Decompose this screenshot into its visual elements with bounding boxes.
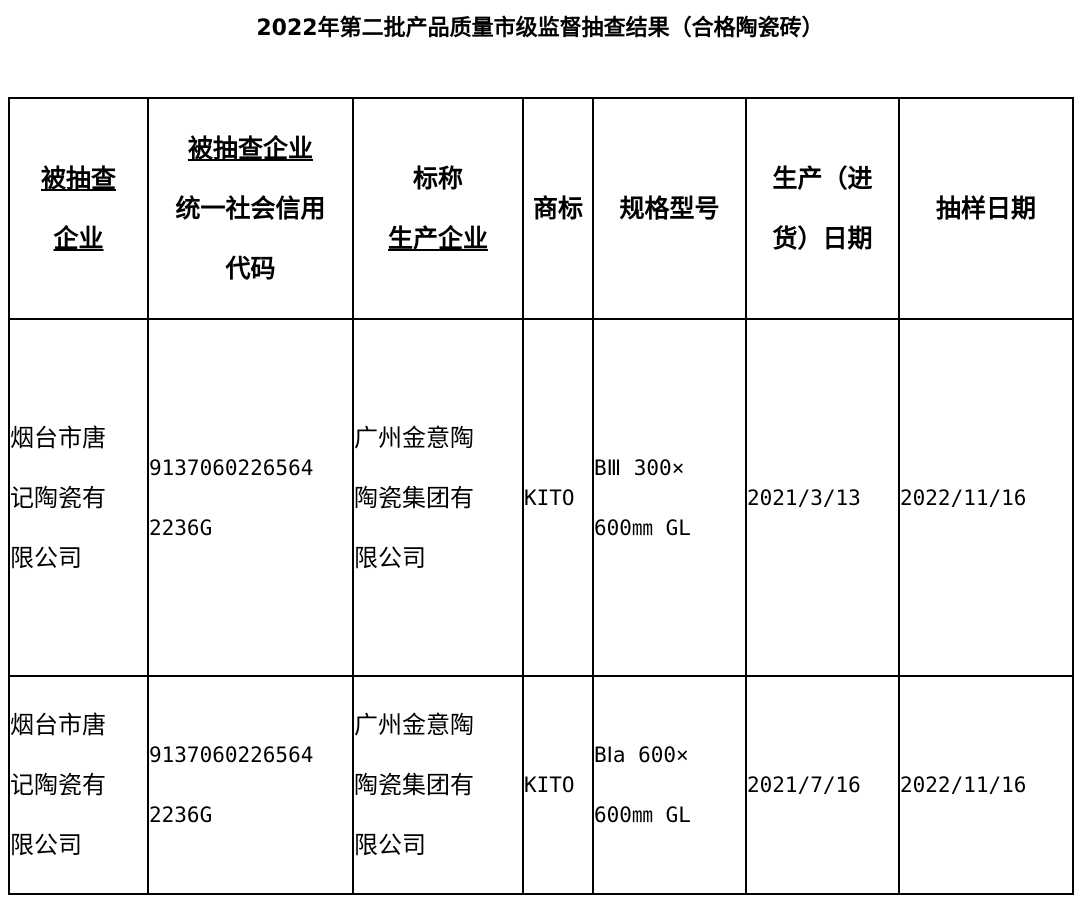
header-trademark: 商标 — [522, 97, 594, 320]
cell-text: 2236G — [149, 515, 213, 540]
cell-text: 广州金意陶 — [354, 711, 474, 739]
header-text: 抽样日期 — [935, 193, 1036, 223]
table-row: 烟台市唐记陶瓷有限公司 9137060226564 2236G 广州金意陶陶瓷集团… — [8, 675, 1074, 895]
results-table: 被抽查 企业 被抽查企业 统一社会信用 代码 标称 生产企业 商标 规格型号 生产（进货… — [8, 97, 1074, 895]
header-sampling-date: 抽样日期 — [898, 97, 1074, 320]
cell-text: 烟台市唐 — [10, 423, 106, 452]
cell-text: 陶瓷集团有 — [354, 483, 474, 512]
cell-production-date: 2021/7/16 — [745, 675, 900, 895]
cell-manufacturer: 广州金意陶陶瓷集团有限公司 — [352, 675, 524, 895]
cell-text: 600㎜ GL — [594, 515, 691, 540]
cell-text: BⅠa 600× — [594, 743, 689, 767]
cell-text: 限公司 — [10, 831, 82, 859]
cell-text: 陶瓷集团有 — [354, 771, 474, 799]
cell-text: 9137060226564 — [149, 455, 314, 480]
cell-trademark: KITO — [522, 318, 594, 677]
cell-text: BⅢ 300× — [594, 455, 685, 480]
cell-production-date: 2021/3/13 — [745, 318, 900, 677]
header-text: 代码 — [225, 253, 276, 283]
table-header-row: 被抽查 企业 被抽查企业 统一社会信用 代码 标称 生产企业 商标 规格型号 生产（进货… — [8, 97, 1074, 320]
cell-spec: BⅠa 600× 600㎜ GL — [592, 675, 747, 895]
page-title: 2022年第二批产品质量市级监督抽查结果（合格陶瓷砖） — [256, 16, 824, 41]
cell-text: 记陶瓷有 — [10, 483, 106, 512]
cell-sampling-date: 2022/11/16 — [898, 318, 1074, 677]
header-text: 商标 — [532, 193, 583, 223]
cell-text: 记陶瓷有 — [10, 771, 106, 799]
cell-text: 9137060226564 — [149, 743, 314, 767]
header-text: 规格型号 — [619, 193, 720, 223]
header-text: 统一社会信用 — [175, 193, 326, 223]
cell-company: 烟台市唐记陶瓷有限公司 — [8, 318, 149, 677]
cell-text: 烟台市唐 — [10, 711, 106, 739]
header-text: 标称 — [412, 163, 463, 193]
header-text: 生产（进 — [772, 163, 873, 193]
cell-text: 600㎜ GL — [594, 803, 691, 827]
cell-trademark: KITO — [522, 675, 594, 895]
header-text: 被抽查 — [40, 163, 116, 193]
cell-text: 限公司 — [354, 831, 426, 859]
cell-sampling-date: 2022/11/16 — [898, 675, 1074, 895]
table-row: 烟台市唐记陶瓷有限公司 9137060226564 2236G 广州金意陶陶瓷集团… — [8, 318, 1074, 677]
header-text: 货）日期 — [772, 223, 873, 253]
cell-spec: BⅢ 300× 600㎜ GL — [592, 318, 747, 677]
cell-text: 广州金意陶 — [354, 423, 474, 452]
header-production-date: 生产（进货）日期 — [745, 97, 900, 320]
header-text: 生产企业 — [387, 223, 488, 253]
cell-text: 限公司 — [10, 543, 82, 572]
header-company: 被抽查 企业 — [8, 97, 149, 320]
header-spec: 规格型号 — [592, 97, 747, 320]
cell-credit-code: 9137060226564 2236G — [147, 675, 354, 895]
cell-manufacturer: 广州金意陶陶瓷集团有限公司 — [352, 318, 524, 677]
header-text: 企业 — [53, 223, 104, 253]
cell-credit-code: 9137060226564 2236G — [147, 318, 354, 677]
header-credit-code: 被抽查企业统一社会信用 代码 — [147, 97, 354, 320]
cell-text: 2236G — [149, 803, 213, 827]
header-text: 被抽查企业 — [187, 133, 313, 163]
cell-text: 限公司 — [354, 543, 426, 572]
header-manufacturer: 标称 生产企业 — [352, 97, 524, 320]
cell-company: 烟台市唐记陶瓷有限公司 — [8, 675, 149, 895]
